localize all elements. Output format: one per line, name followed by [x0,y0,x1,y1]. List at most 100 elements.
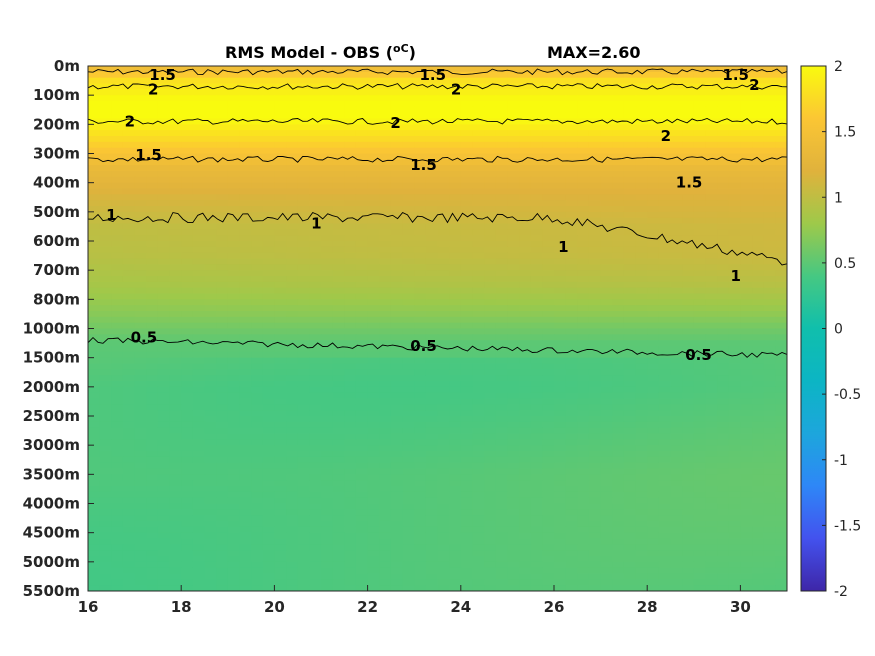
heatmap-cell [367,176,380,184]
heatmap-cell [542,381,555,388]
heatmap-cell [600,427,613,435]
heatmap-cell [588,369,602,376]
heatmap-cell [355,165,369,172]
heatmap-cell [344,544,357,551]
heatmap-cell [239,433,252,440]
heatmap-cell [332,503,345,510]
heatmap-cell [449,521,462,528]
heatmap-cell [355,83,369,90]
heatmap-cell [623,480,637,487]
heatmap-cell [146,363,159,370]
heatmap-cell [181,474,194,481]
heatmap-cell [227,404,241,411]
heatmap-cell [88,433,101,440]
heatmap-cell [297,410,310,417]
heatmap-cell [204,147,217,155]
heatmap-cell [484,153,497,160]
heatmap-cell [425,538,439,545]
heatmap-cell [402,293,415,300]
heatmap-cell [740,421,753,429]
heatmap-cell [647,206,660,213]
heatmap-cell [623,486,637,493]
heatmap-cell [554,165,567,172]
heatmap-cell [554,281,567,289]
heatmap-cell [623,375,637,382]
heatmap-cell [262,188,275,195]
heatmap-cell [367,130,380,137]
heatmap-cell [519,241,532,248]
heatmap-cell [682,427,695,435]
heatmap-cell [379,427,392,435]
heatmap-cell [437,136,450,143]
heatmap-cell [495,316,508,324]
heatmap-cell [519,153,532,160]
heatmap-cell [647,241,660,248]
heatmap-cell [274,235,287,242]
heatmap-cell [530,311,543,318]
heatmap-cell [122,281,136,289]
heatmap-cell [122,544,136,551]
heatmap-cell [181,521,194,528]
heatmap-cell [763,503,776,510]
heatmap-cell [484,83,497,90]
heatmap-cell [530,223,543,230]
heatmap-cell [379,491,392,499]
heatmap-cell [775,130,787,137]
heatmap-cell [530,188,543,195]
heatmap-cell [227,130,241,137]
heatmap-cell [554,544,567,551]
heatmap-cell [414,416,427,423]
heatmap-cell [157,194,171,201]
heatmap-cell [612,433,625,440]
heatmap-cell [181,404,194,411]
heatmap-cell [321,293,334,300]
heatmap-cell [425,456,439,464]
heatmap-cell [519,305,532,312]
heatmap-cell [705,182,718,190]
heatmap-cell [612,176,625,184]
heatmap-cell [309,462,322,470]
heatmap-cell [239,404,252,411]
heatmap-cell [519,456,532,464]
heatmap-cell [612,410,625,417]
heatmap-cell [670,130,683,137]
heatmap-cell [530,235,543,242]
heatmap-cell [204,194,217,201]
heatmap-cell [367,281,380,289]
heatmap-cell [367,66,380,73]
heatmap-cell [390,334,404,341]
heatmap-cell [577,386,590,394]
heatmap-cell [227,194,241,201]
heatmap-cell [670,375,683,382]
heatmap-cell [728,136,741,143]
heatmap-cell [216,118,229,125]
heatmap-cell [693,410,707,417]
heatmap-cell [647,509,660,516]
heatmap-cell [344,217,357,225]
heatmap-cell [122,299,136,306]
heatmap-cell [99,188,112,195]
heatmap-cell [554,299,567,306]
heatmap-cell [647,211,660,219]
heatmap-cell [239,468,252,475]
heatmap-cell [204,445,217,452]
heatmap-cell [390,544,404,551]
heatmap-cell [111,71,124,79]
heatmap-cell [495,235,508,242]
heatmap-cell [227,468,241,475]
heatmap-cell [344,299,357,306]
heatmap-cell [693,544,707,551]
heatmap-cell [728,538,741,545]
heatmap-cell [612,375,625,382]
heatmap-cell [612,206,625,213]
heatmap-cell [484,497,497,505]
heatmap-cell [577,241,590,248]
heatmap-cell [425,521,439,528]
heatmap-cell [705,439,718,446]
heatmap-cell [297,346,310,353]
heatmap-cell [507,404,520,411]
heatmap-cell [752,381,765,388]
heatmap-cell [111,136,124,143]
heatmap-cell [332,194,345,201]
heatmap-cell [507,357,520,365]
